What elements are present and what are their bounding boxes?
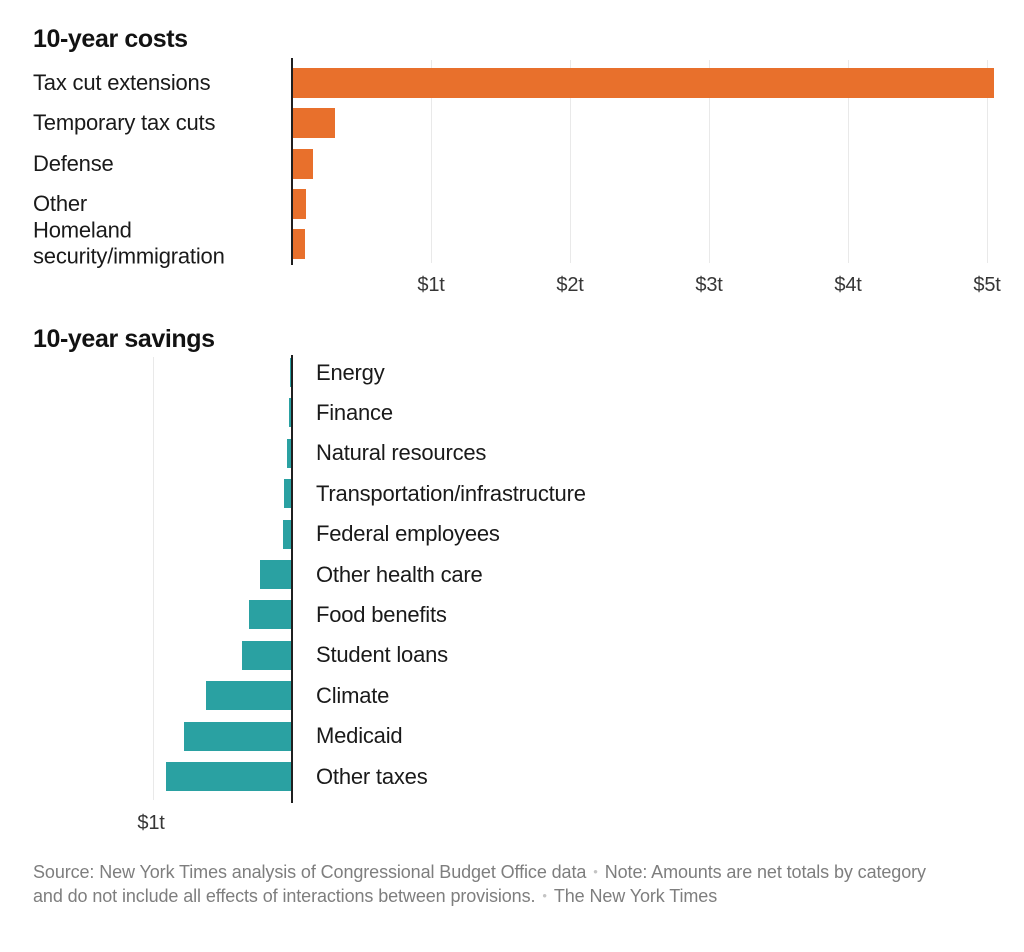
axis-baseline bbox=[291, 355, 293, 803]
label-climate: Climate bbox=[316, 682, 390, 708]
bar-natural-resources bbox=[287, 439, 291, 468]
label-food-benefits: Food benefits bbox=[316, 601, 447, 627]
gridline-1t bbox=[431, 60, 432, 263]
tick-4t: $4t bbox=[834, 274, 862, 296]
axis-baseline bbox=[291, 58, 293, 265]
bar-other-taxes bbox=[166, 762, 291, 791]
savings-chart-title: 10-year savings bbox=[33, 325, 215, 353]
label-other-taxes: Other taxes bbox=[316, 763, 428, 789]
tick-1t: $1t bbox=[137, 812, 165, 834]
bar-climate bbox=[206, 681, 291, 710]
bar-food-benefits bbox=[249, 600, 291, 629]
label-transportation-infrastructure: Transportation/infrastructure bbox=[316, 480, 586, 506]
label-natural-resources: Natural resources bbox=[316, 439, 487, 465]
source-footer: Source: New York Times analysis of Congr… bbox=[33, 860, 953, 908]
gridline-5t bbox=[987, 60, 988, 263]
label-energy: Energy bbox=[316, 359, 385, 385]
label-defense: Defense bbox=[33, 150, 114, 176]
label-federal-employees: Federal employees bbox=[316, 520, 500, 546]
tick-3t: $3t bbox=[695, 274, 723, 296]
credit-text: The New York Times bbox=[553, 886, 718, 906]
bar-defense bbox=[293, 149, 313, 179]
bar-tax-cut-extensions bbox=[293, 68, 994, 98]
label-temporary-tax-cuts: Temporary tax cuts bbox=[33, 109, 216, 135]
label-tax-cut-extensions: Tax cut extensions bbox=[33, 69, 211, 95]
label-other-health-care: Other health care bbox=[316, 561, 483, 587]
bar-finance bbox=[289, 398, 291, 427]
tick-5t: $5t bbox=[973, 274, 1001, 296]
bar-energy bbox=[290, 358, 291, 387]
label-finance: Finance bbox=[316, 399, 393, 425]
label-medicaid: Medicaid bbox=[316, 722, 403, 748]
bar-federal-employees bbox=[283, 520, 291, 549]
footer-bullet-icon: • bbox=[542, 888, 547, 903]
costs-chart-title: 10-year costs bbox=[33, 25, 188, 53]
bar-homeland-security-immigration bbox=[293, 229, 305, 259]
label-student-loans: Student loans bbox=[316, 641, 448, 667]
bar-student-loans bbox=[242, 641, 291, 670]
source-text: Source: New York Times analysis of Congr… bbox=[33, 862, 587, 882]
tick-1t: $1t bbox=[417, 274, 445, 296]
tick-2t: $2t bbox=[556, 274, 584, 296]
footer-bullet-icon: • bbox=[593, 864, 598, 879]
gridline-4t bbox=[848, 60, 849, 263]
gridline-1t bbox=[153, 357, 154, 800]
note-text: Note: Amounts are net totals by category… bbox=[33, 862, 926, 906]
label-other: Other bbox=[33, 190, 88, 216]
bar-temporary-tax-cuts bbox=[293, 108, 335, 138]
gridline-2t bbox=[570, 60, 571, 263]
bar-transportation-infrastructure bbox=[284, 479, 291, 508]
label-homeland-security-immigration: Homeland security/immigration bbox=[33, 217, 225, 269]
bar-other bbox=[293, 189, 306, 219]
gridline-3t bbox=[709, 60, 710, 263]
bar-other-health-care bbox=[260, 560, 291, 589]
bar-medicaid bbox=[184, 722, 291, 751]
